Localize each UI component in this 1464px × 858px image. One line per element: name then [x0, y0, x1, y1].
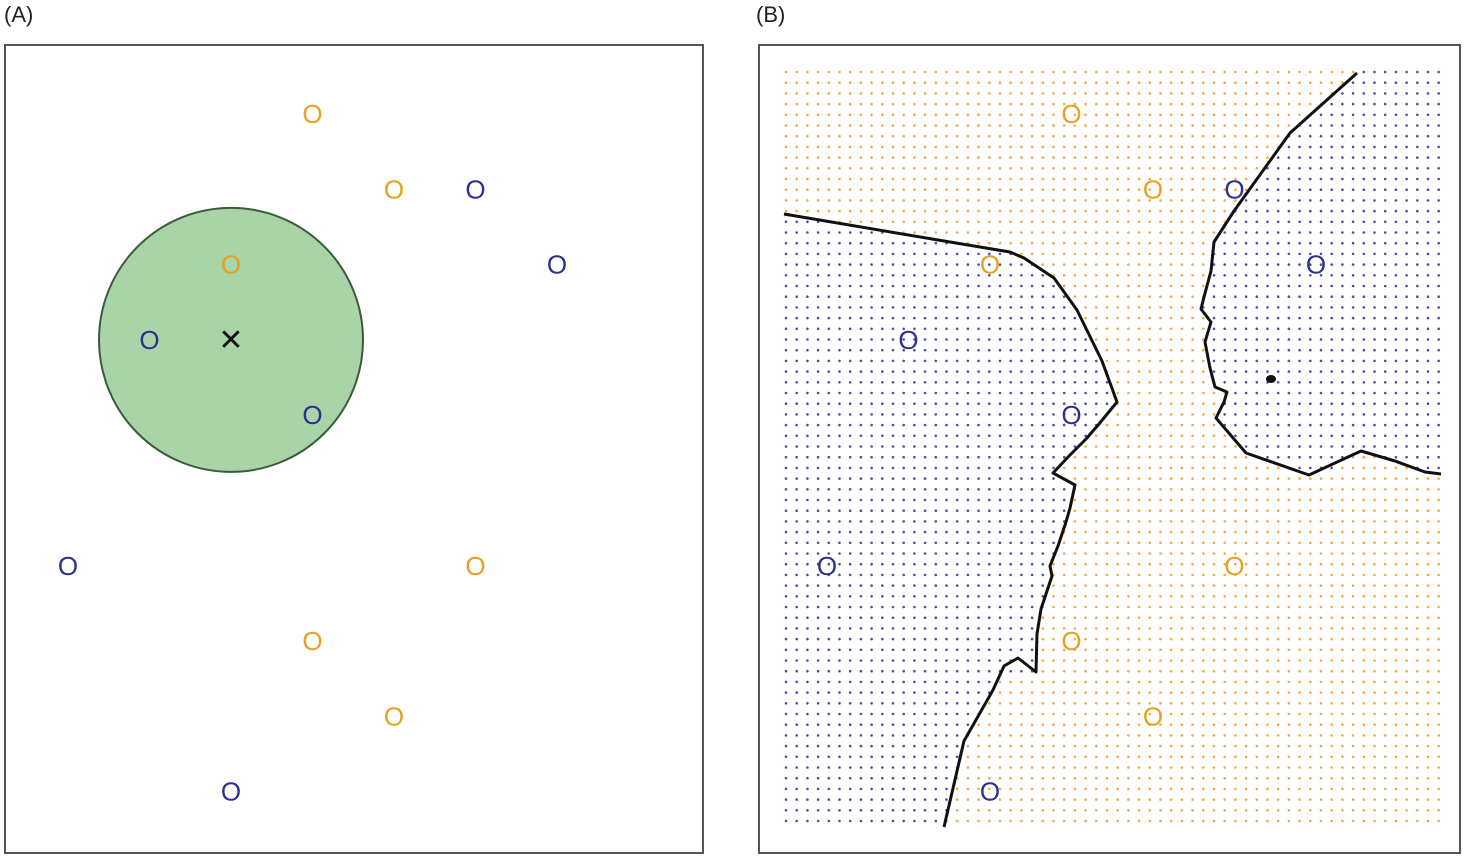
training-point-blue: O — [58, 551, 78, 581]
training-point-orange: O — [302, 626, 322, 656]
panel-a-label: (A) — [4, 2, 34, 27]
training-point-blue: O — [221, 777, 241, 807]
classification-grid — [784, 70, 1440, 823]
training-point-orange: O — [221, 250, 241, 280]
training-point-orange: O — [980, 250, 1000, 280]
training-point-orange: O — [1143, 174, 1163, 204]
training-point-blue: O — [1061, 400, 1081, 430]
training-point-orange: O — [1061, 99, 1081, 129]
panel-b-label: (B) — [756, 2, 786, 27]
knn-neighborhood-panel: O O O O O O O O O O O O ✕ — [4, 44, 704, 854]
decision-boundary-left — [783, 212, 1119, 828]
decision-boundary-right — [1199, 71, 1442, 477]
training-point-orange: O — [384, 174, 404, 204]
training-point-blue: O — [465, 174, 485, 204]
boundary-fragment — [1266, 375, 1276, 383]
training-point-orange: O — [1143, 701, 1163, 731]
training-point-blue: O — [817, 551, 837, 581]
neighborhood-circle — [98, 206, 364, 473]
training-point-orange: O — [384, 701, 404, 731]
training-point-blue: O — [898, 325, 918, 355]
training-point-blue: O — [547, 250, 567, 280]
knn-neighborhood-plot: O O O O O O O O O O O O ✕ — [58, 99, 567, 807]
training-point-blue: O — [302, 400, 322, 430]
training-point-orange: O — [465, 551, 485, 581]
training-point-blue: O — [1306, 250, 1326, 280]
test-point-marker: ✕ — [218, 323, 243, 358]
decision-boundary-panel: O O O O O O O O O O O O — [758, 44, 1461, 854]
training-point-orange: O — [302, 99, 322, 129]
training-point-blue: O — [1224, 174, 1244, 204]
training-point-orange: O — [1061, 626, 1081, 656]
training-point-blue: O — [139, 325, 159, 355]
training-point-orange: O — [1224, 551, 1244, 581]
decision-boundary-plot: O O O O O O O O O O O O — [783, 70, 1442, 828]
training-point-blue: O — [980, 777, 1000, 807]
